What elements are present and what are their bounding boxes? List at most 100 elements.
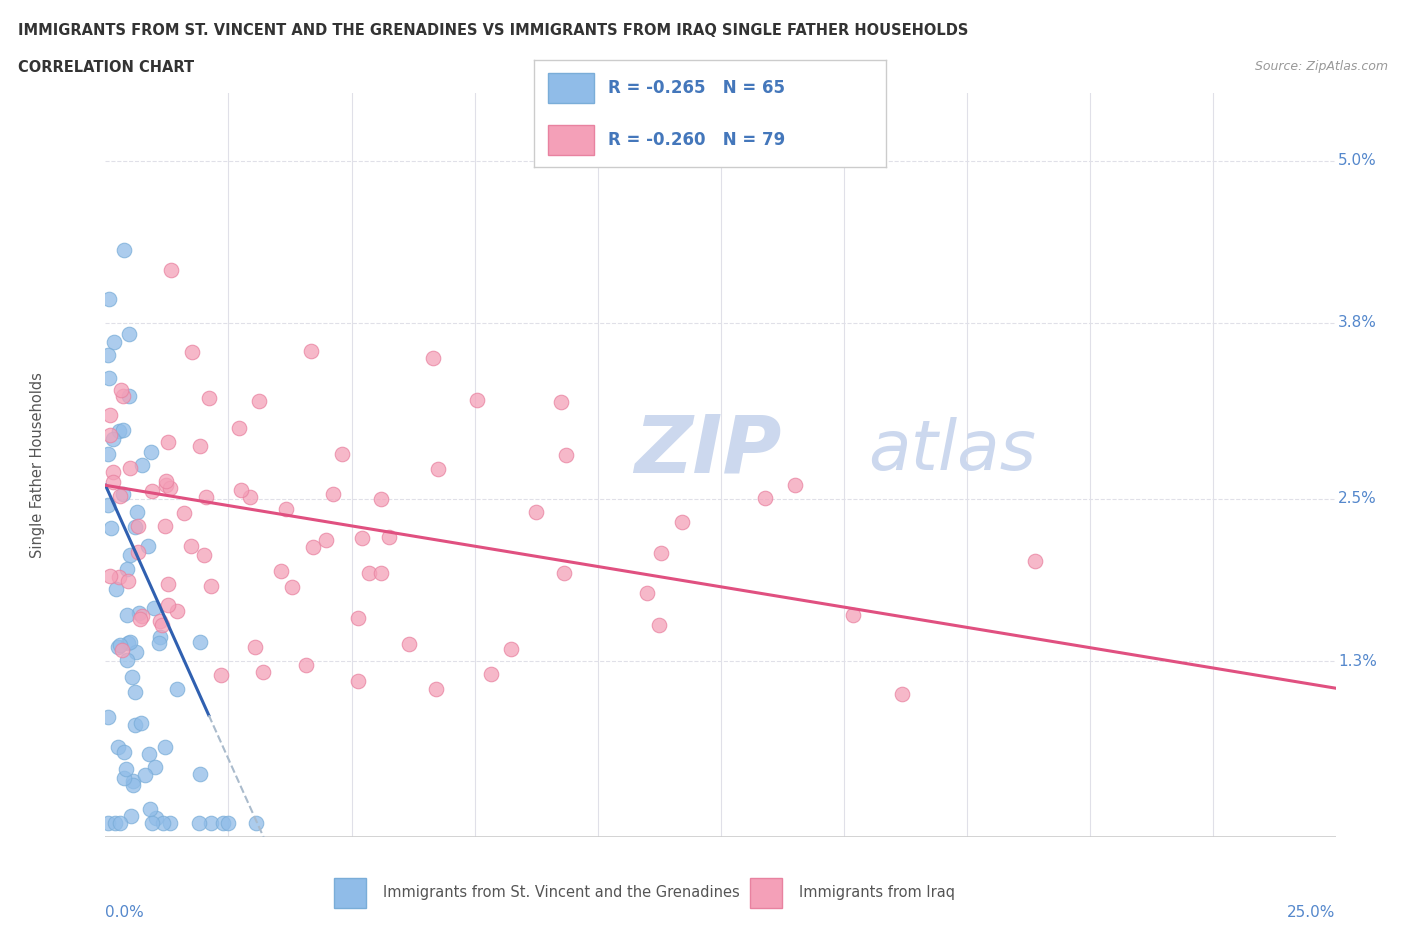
Point (357, 566, 380, 581)
Point (299, 343, 322, 358)
Text: 0.0%: 0.0% (105, 905, 145, 920)
Text: R = -0.260   N = 79: R = -0.260 N = 79 (609, 130, 786, 149)
Point (150, 618, 173, 632)
Text: Single Father Households: Single Father Households (31, 372, 45, 558)
Text: Immigrants from St. Vincent and the Grenadines: Immigrants from St. Vincent and the Gren… (382, 885, 740, 900)
Point (891, 686, 914, 701)
Point (111, 389, 134, 404)
Point (295, 658, 318, 672)
Point (166, 682, 188, 697)
Point (97, 348, 120, 363)
FancyBboxPatch shape (749, 878, 782, 909)
Point (554, 447, 576, 462)
Text: IMMIGRANTS FROM ST. VINCENT AND THE GRENADINES VS IMMIGRANTS FROM IRAQ SINGLE FA: IMMIGRANTS FROM ST. VINCENT AND THE GREN… (18, 23, 969, 38)
Point (550, 395, 572, 410)
Point (195, 490, 218, 505)
Point (148, 635, 170, 650)
Point (465, 392, 488, 407)
Point (302, 539, 325, 554)
Point (650, 545, 672, 560)
Point (112, 422, 135, 437)
Point (155, 473, 177, 488)
Point (647, 618, 669, 632)
Point (841, 607, 863, 622)
Point (188, 766, 211, 781)
Text: R = -0.265   N = 65: R = -0.265 N = 65 (609, 79, 785, 98)
Point (136, 538, 159, 553)
Point (129, 715, 152, 730)
Point (159, 480, 181, 495)
Point (125, 505, 148, 520)
Point (139, 444, 162, 458)
Point (346, 673, 368, 688)
Point (111, 487, 134, 502)
Point (131, 458, 153, 472)
Point (121, 670, 143, 684)
Point (103, 464, 125, 479)
Point (479, 666, 502, 681)
Point (118, 634, 141, 649)
Point (115, 762, 138, 777)
Point (112, 243, 135, 258)
Point (97, 292, 120, 307)
Point (247, 393, 270, 408)
Point (104, 816, 127, 830)
Point (100, 520, 122, 535)
Text: Immigrants from Iraq: Immigrants from Iraq (799, 885, 955, 900)
Point (157, 434, 180, 449)
Text: atlas: atlas (869, 417, 1036, 484)
Point (118, 389, 141, 404)
Point (101, 474, 124, 489)
Point (370, 565, 392, 580)
Point (141, 816, 163, 830)
Point (1024, 553, 1046, 568)
Point (499, 642, 522, 657)
Point (156, 597, 179, 612)
Point (350, 530, 373, 545)
Point (107, 639, 129, 654)
Point (553, 565, 575, 580)
Point (180, 538, 202, 553)
Text: ZIP: ZIP (634, 411, 782, 489)
Point (129, 612, 152, 627)
Point (636, 586, 658, 601)
Point (138, 747, 160, 762)
Point (117, 652, 139, 667)
Point (131, 608, 153, 623)
Point (173, 505, 195, 520)
Point (110, 488, 132, 503)
Point (783, 477, 806, 492)
Point (110, 816, 132, 830)
Point (107, 569, 129, 584)
Point (98, 371, 121, 386)
Point (103, 432, 125, 447)
Point (125, 644, 148, 659)
Point (127, 519, 149, 534)
Point (98, 428, 122, 443)
Point (97, 816, 120, 830)
Point (422, 351, 444, 365)
Point (155, 478, 177, 493)
Point (270, 564, 292, 578)
Point (274, 501, 297, 516)
Point (97, 446, 120, 461)
Point (370, 492, 392, 507)
Point (143, 601, 166, 616)
Point (245, 816, 267, 830)
FancyBboxPatch shape (548, 125, 593, 154)
Point (378, 529, 401, 544)
Text: CORRELATION CHART: CORRELATION CHART (18, 60, 194, 75)
Point (117, 636, 139, 651)
Text: 2.5%: 2.5% (1339, 491, 1376, 506)
Point (108, 423, 131, 438)
Point (347, 610, 370, 625)
Point (425, 682, 447, 697)
Point (112, 770, 135, 785)
Point (120, 548, 142, 563)
Text: Source: ZipAtlas.com: Source: ZipAtlas.com (1254, 60, 1388, 73)
FancyBboxPatch shape (548, 73, 593, 103)
Point (128, 605, 150, 620)
Point (124, 519, 146, 534)
Text: 3.8%: 3.8% (1339, 315, 1376, 330)
Point (252, 665, 274, 680)
